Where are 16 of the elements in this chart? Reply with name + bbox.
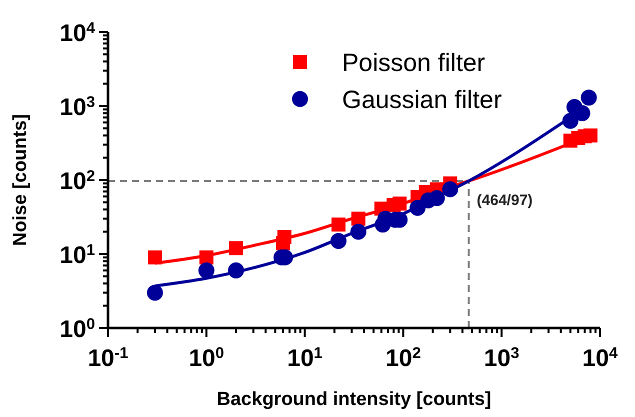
- x-tick-label: 10$^{0}$: [188, 344, 224, 372]
- y-tick-label: 10$^{2}$: [60, 168, 96, 195]
- legend-label: Poisson filter: [342, 49, 486, 77]
- x-tick-label: 10$^{1}$: [287, 344, 323, 372]
- annotation: (464/97): [476, 192, 533, 209]
- legend-label: Gaussian filter: [342, 86, 502, 114]
- x-tick-label: 10$^{2}$: [386, 344, 422, 372]
- x-tick-label: 10$^{4}$: [582, 344, 618, 372]
- x-tick-label: 10$^{-1}$: [88, 344, 129, 372]
- x-axis-title: Background intensity [counts]: [216, 389, 492, 410]
- y-tick-label: 10$^{4}$: [60, 20, 96, 47]
- y-tick-label: 10$^{3}$: [60, 94, 96, 121]
- y-tick-label: 10$^{1}$: [60, 242, 96, 269]
- y-axis-title: Noise [counts]: [10, 114, 31, 246]
- x-tick-label: 10$^{3}$: [484, 344, 520, 372]
- y-tick-label: 10$^{0}$: [60, 316, 96, 343]
